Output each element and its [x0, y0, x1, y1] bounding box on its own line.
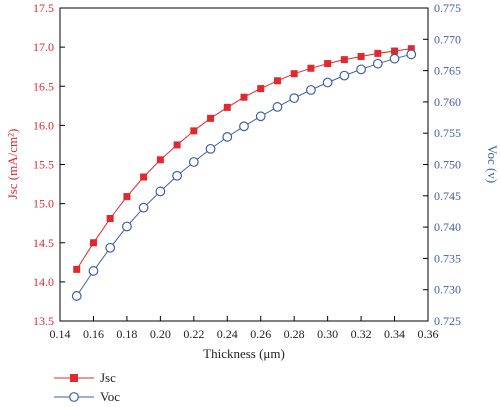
jsc-point [207, 114, 215, 122]
voc-point [105, 242, 116, 253]
x-tick-label: 0.16 [83, 327, 104, 341]
jsc-point [190, 127, 198, 135]
voc-point [138, 202, 149, 213]
voc-point [356, 64, 366, 75]
jsc-point [357, 53, 365, 61]
jsc-point [273, 77, 281, 85]
ticks: 0.14 0.16 0.18 0.20 0.22 0.24 0.26 0.28 0.30 0.32… [33, 1, 461, 341]
voc-point [71, 291, 82, 301]
right-axis-title: Voc (v) [485, 145, 500, 183]
right-tick-label: 0.730 [434, 283, 461, 297]
jsc-point [89, 239, 97, 247]
left-tick-label: 15.5 [33, 158, 54, 172]
x-tick-label: 0.32 [351, 327, 372, 341]
jsc-point [290, 70, 298, 78]
voc-point [372, 58, 383, 69]
jsc-point [106, 214, 114, 222]
series-markers [71, 45, 417, 301]
voc-point [205, 143, 216, 154]
legend-jsc-label: Jsc [100, 370, 116, 385]
x-tick-label: 0.30 [317, 327, 338, 341]
right-tick-label: 0.740 [434, 220, 461, 234]
left-tick-label: 15.0 [33, 197, 54, 211]
jsc-point [391, 47, 399, 55]
voc-point [172, 170, 182, 181]
jsc-point [123, 193, 131, 201]
voc-point [188, 157, 199, 167]
legend-jsc-marker [70, 374, 78, 382]
voc-point [222, 132, 233, 142]
jsc-point [240, 93, 248, 101]
jsc-point [340, 56, 348, 64]
x-tick-label: 0.24 [217, 327, 238, 341]
left-tick-label: 14.0 [33, 275, 54, 289]
jsc-series-line [76, 48, 412, 270]
voc-point [289, 93, 300, 104]
series-lines [76, 48, 412, 297]
voc-series-line [76, 53, 412, 297]
x-tick-label: 0.28 [284, 327, 305, 341]
voc-point [339, 70, 350, 81]
x-tick-label: 0.34 [384, 327, 405, 341]
right-tick-label: 0.755 [434, 126, 461, 140]
right-tick-label: 0.760 [434, 95, 461, 109]
voc-point [406, 49, 417, 60]
voc-point [155, 186, 166, 197]
jsc-point [407, 45, 415, 53]
jsc-point [223, 103, 231, 111]
x-tick-label: 0.18 [116, 327, 137, 341]
right-tick-label: 0.750 [434, 158, 461, 172]
right-tick-label: 0.770 [434, 32, 461, 46]
jsc-point [374, 49, 382, 57]
jsc-point [140, 173, 148, 181]
jsc-point [173, 141, 181, 149]
x-axis-title: Thickness (μm) [203, 346, 285, 361]
x-tick-label: 0.22 [183, 327, 204, 341]
voc-point [239, 121, 249, 132]
x-tick-label: 0.36 [418, 327, 439, 341]
voc-point [255, 111, 266, 122]
left-axis-title: Jsc (mA/cm²) [5, 129, 20, 200]
voc-point [88, 266, 99, 276]
right-tick-label: 0.735 [434, 251, 461, 265]
voc-point [306, 85, 316, 95]
left-tick-label: 17.0 [33, 40, 54, 54]
left-tick-label: 17.5 [33, 1, 54, 15]
jsc-point [257, 85, 265, 93]
right-tick-label: 0.765 [434, 64, 461, 78]
left-tick-label: 16.0 [33, 118, 54, 132]
voc-point [389, 53, 400, 64]
left-tick-label: 14.5 [33, 236, 54, 250]
x-tick-label: 0.26 [250, 327, 271, 341]
x-tick-label: 0.20 [150, 327, 171, 341]
right-tick-label: 0.775 [434, 1, 461, 15]
left-tick-label: 16.5 [33, 79, 54, 93]
jsc-point [307, 64, 315, 72]
jsc-point [324, 60, 332, 68]
left-tick-label: 13.5 [33, 314, 54, 328]
jsc-point [156, 156, 164, 164]
right-tick-label: 0.725 [434, 314, 461, 328]
plot-frame [59, 7, 429, 322]
right-tick-label: 0.745 [434, 189, 461, 203]
x-tick-label: 0.14 [50, 327, 71, 341]
legend-voc-label: Voc [100, 389, 120, 404]
voc-point [272, 102, 283, 112]
legend-voc-marker [69, 392, 79, 402]
voc-point [122, 221, 132, 232]
legend: Jsc Voc [54, 370, 120, 404]
jsc-point [73, 265, 81, 273]
voc-point [322, 77, 333, 88]
